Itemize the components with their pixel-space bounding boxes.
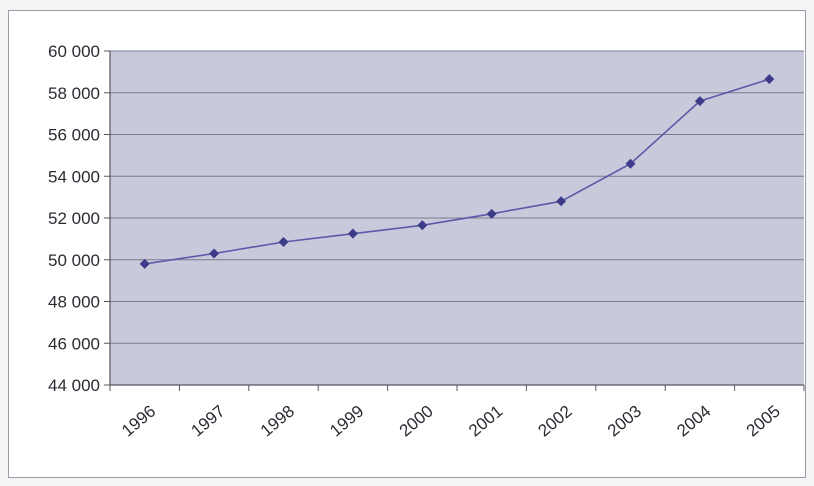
data-point-marker: [209, 248, 220, 259]
data-point-marker: [417, 220, 428, 231]
data-point-marker: [556, 196, 567, 207]
y-tick-label: 56 000: [48, 126, 100, 145]
data-point-marker: [139, 258, 150, 269]
y-tick-label: 50 000: [48, 251, 100, 270]
data-point-marker: [486, 208, 497, 219]
y-tick-label: 48 000: [48, 293, 100, 312]
gridlines: [110, 50, 804, 344]
series-line: [144, 78, 770, 265]
y-tick-label: 60 000: [48, 42, 100, 61]
data-point-marker: [278, 237, 289, 248]
data-markers: [139, 74, 775, 269]
y-tick-label: 46 000: [48, 334, 100, 353]
x-tick-label: 2002: [534, 402, 575, 441]
data-point-marker: [694, 96, 705, 107]
x-tick-label: 1999: [326, 402, 367, 441]
y-tick-label: 54 000: [48, 167, 100, 186]
x-tick-label: 1996: [118, 402, 159, 441]
data-point-marker: [625, 158, 636, 169]
x-tick-label: 2001: [465, 402, 506, 441]
x-tick-label: 1997: [187, 402, 228, 441]
y-tick-label: 52 000: [48, 209, 100, 228]
y-tick-label: 58 000: [48, 84, 100, 103]
data-point-marker: [764, 74, 775, 85]
y-axis: 44 000 46 000 48 000 50 000 52 000 54 000 56 0…: [48, 42, 111, 395]
x-tick-label: 1998: [257, 402, 298, 441]
data-point-marker: [347, 228, 358, 239]
x-axis: 1996 1997 1998 1999 2000 2001 2002 2003 2004 2005: [109, 384, 805, 441]
x-tick-label: 2000: [396, 402, 437, 441]
x-tick-label: 2005: [743, 402, 784, 441]
y-tick-label: 44 000: [48, 376, 100, 395]
x-tick-label: 2004: [673, 402, 714, 441]
x-tick-label: 2003: [604, 402, 645, 441]
